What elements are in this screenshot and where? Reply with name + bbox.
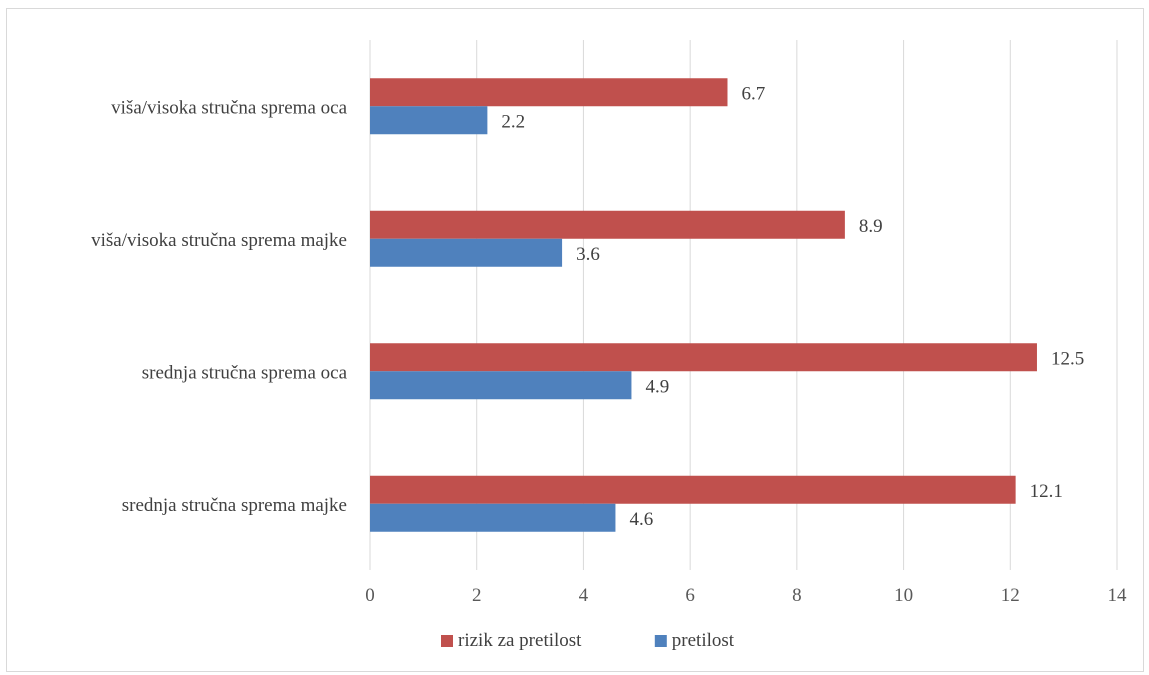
bar-rizik-za-pretilost bbox=[370, 343, 1037, 372]
x-tick-label: 6 bbox=[685, 585, 695, 606]
data-label: 6.7 bbox=[741, 83, 765, 104]
data-label: 8.9 bbox=[859, 216, 883, 237]
x-tick-label: 4 bbox=[579, 585, 589, 606]
x-tick-label: 0 bbox=[365, 585, 375, 606]
bar-rizik-za-pretilost bbox=[370, 210, 845, 239]
category-label-srednja-strucna-sprema-oca: srednja stručna sprema oca bbox=[142, 362, 348, 383]
legend-label-rizik-za-pretilost: rizik za pretilost bbox=[458, 630, 582, 651]
data-label: 12.1 bbox=[1030, 481, 1063, 502]
data-label: 4.9 bbox=[645, 376, 669, 397]
legend-swatch-rizik-za-pretilost bbox=[441, 635, 453, 647]
bar-pretilost bbox=[370, 238, 563, 267]
chart-frame bbox=[6, 8, 1144, 672]
data-label: 3.6 bbox=[576, 244, 600, 265]
labels: 0 2 4 6 8 10 12 14 viša/visoka stručna sprema oc… bbox=[91, 83, 1127, 606]
bar-pretilost bbox=[370, 371, 632, 400]
legend: rizik za pretilost pretilost bbox=[441, 630, 735, 651]
bar-pretilost bbox=[370, 106, 488, 135]
category-label-visa-visoka-strucna-sprema-majke: viša/visoka stručna sprema majke bbox=[91, 230, 347, 251]
x-tick-label: 8 bbox=[792, 585, 802, 606]
bars bbox=[370, 78, 1037, 532]
data-label: 2.2 bbox=[501, 111, 525, 132]
category-label-srednja-strucna-sprema-majke: srednja stručna sprema majke bbox=[122, 495, 347, 516]
x-tick-label: 12 bbox=[1001, 585, 1020, 606]
bar-pretilost bbox=[370, 503, 616, 532]
legend-swatch-pretilost bbox=[654, 635, 667, 647]
data-label: 4.6 bbox=[629, 509, 653, 530]
data-label: 12.5 bbox=[1051, 348, 1084, 369]
category-label-visa-visoka-strucna-sprema-oca: viša/visoka stručna sprema oca bbox=[111, 97, 347, 118]
bar-rizik-za-pretilost bbox=[370, 475, 1016, 504]
x-tick-label: 14 bbox=[1108, 585, 1128, 606]
legend-label-pretilost: pretilost bbox=[672, 630, 735, 651]
x-tick-label: 10 bbox=[894, 585, 913, 606]
x-tick-label: 2 bbox=[472, 585, 482, 606]
bar-rizik-za-pretilost bbox=[370, 78, 728, 107]
